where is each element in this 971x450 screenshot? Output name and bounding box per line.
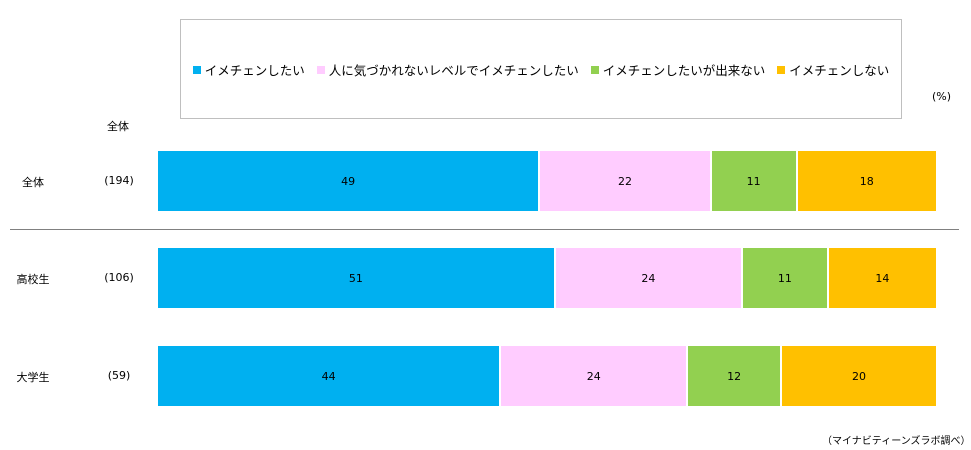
- legend-label: イメチェンしたい: [204, 63, 305, 78]
- legend-swatch: [316, 65, 325, 74]
- data-label: 20: [851, 369, 866, 383]
- sample-size-label: (106): [104, 271, 134, 284]
- data-label: 51: [348, 271, 363, 285]
- unit-label: (%): [932, 90, 952, 103]
- bar-segment: 24: [554, 247, 742, 309]
- bar-segment: 18: [796, 150, 937, 212]
- data-label: 24: [586, 369, 601, 383]
- bar-segment: 51: [157, 247, 555, 309]
- legend-swatch: [192, 65, 201, 74]
- stacked-bar: 51 24 11 14: [157, 247, 937, 309]
- group-divider: [10, 229, 959, 230]
- legend-item: イメチェンしない: [777, 60, 889, 79]
- data-label: 11: [777, 271, 792, 285]
- category-label: 全体: [22, 176, 44, 189]
- data-label: 49: [341, 174, 356, 188]
- bar-segment: 11: [710, 150, 797, 212]
- bar-segment: 20: [780, 345, 937, 407]
- data-label: 44: [321, 369, 336, 383]
- bar-segment: 22: [539, 150, 711, 212]
- data-label: 22: [617, 174, 632, 188]
- legend-row: イメチェンしたい 人に気づかれないレベルでイメチェンしたい イメチェンしたいが出来な…: [181, 60, 901, 79]
- data-label: 14: [875, 271, 890, 285]
- legend-swatch: [590, 65, 599, 74]
- bar-segment: 24: [500, 345, 688, 407]
- data-label: 11: [746, 174, 761, 188]
- legend-label: 人に気づかれないレベルでイメチェンしたい: [328, 63, 579, 78]
- legend-item: イメチェンしたい: [192, 60, 305, 79]
- bar-segment: 44: [157, 345, 501, 407]
- legend-item: 人に気づかれないレベルでイメチェンしたい: [316, 60, 579, 79]
- bar-segment: 12: [687, 345, 781, 407]
- legend-label: イメチェンしたいが出来ない: [602, 63, 766, 78]
- data-label: 18: [859, 174, 874, 188]
- sample-size-label: (194): [104, 174, 134, 187]
- legend-label: イメチェンしない: [789, 63, 890, 78]
- bar-segment: 49: [157, 150, 540, 212]
- legend: イメチェンしたい 人に気づかれないレベルでイメチェンしたい イメチェンしたいが出来な…: [180, 19, 902, 119]
- column-header: 全体: [107, 120, 129, 133]
- bar-segment: 11: [741, 247, 828, 309]
- stacked-bar: 44 24 12 20: [157, 345, 937, 407]
- category-label: 大学生: [16, 371, 50, 384]
- category-label: 高校生: [16, 273, 50, 286]
- sample-size-label: (59): [107, 369, 131, 382]
- data-label: 12: [727, 369, 742, 383]
- source-note: （マイナビティーンズラボ調べ）: [822, 436, 971, 447]
- stacked-bar: 49 22 11 18: [157, 150, 937, 212]
- data-label: 24: [641, 271, 656, 285]
- bar-segment: 14: [827, 247, 937, 309]
- legend-swatch: [777, 65, 786, 74]
- legend-item: イメチェンしたいが出来ない: [590, 60, 766, 79]
